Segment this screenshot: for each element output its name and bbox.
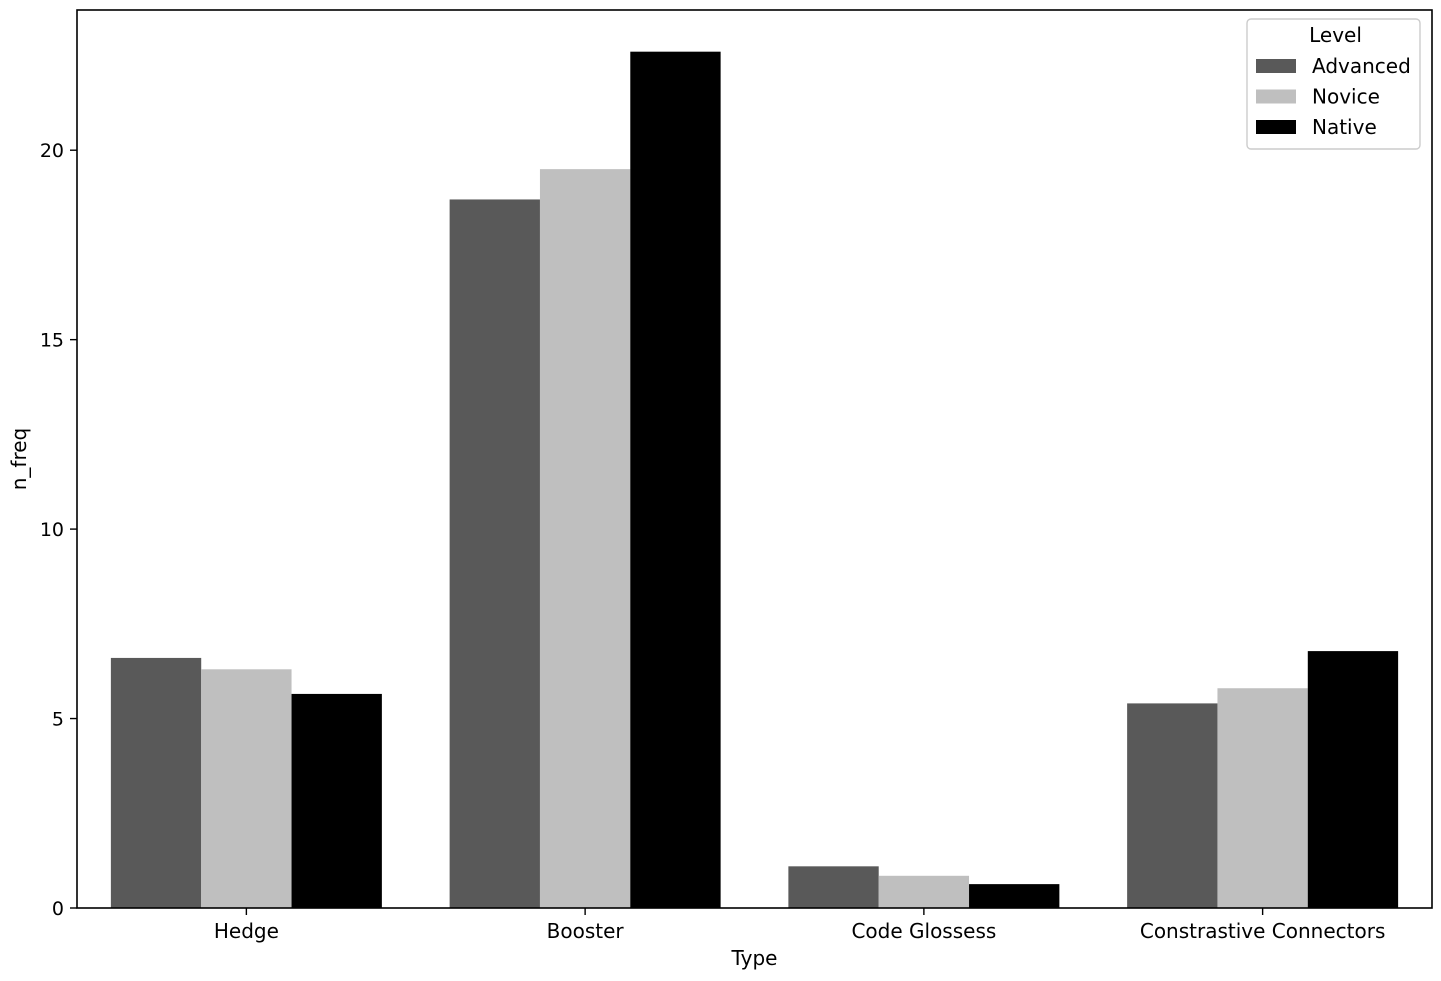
legend-items: Advanced Novice Native <box>1256 54 1411 139</box>
bars-layer <box>110 51 1399 909</box>
y-tick-label: 10 <box>40 519 64 541</box>
bar-novice-0 <box>201 669 292 908</box>
bar-advanced-2 <box>788 866 879 908</box>
legend-label-advanced: Advanced <box>1312 54 1411 78</box>
legend-label-novice: Novice <box>1312 85 1380 109</box>
bar-novice-3 <box>1217 688 1308 908</box>
x-axis-label: Type <box>731 946 778 970</box>
bar-advanced-0 <box>110 657 202 908</box>
bar-advanced-3 <box>1127 703 1218 908</box>
bar-native-3 <box>1307 651 1399 908</box>
bar-novice-1 <box>539 169 631 909</box>
x-tick-label: Booster <box>547 919 625 943</box>
legend-title: Level <box>1309 23 1362 47</box>
bar-advanced-1 <box>449 199 540 908</box>
legend: Level Advanced Novice Native <box>1246 18 1421 150</box>
y-tick-label: 5 <box>52 709 64 731</box>
bar-novice-2 <box>878 875 970 908</box>
x-tick-label: Code Glossess <box>851 919 996 943</box>
legend-swatch-native <box>1256 120 1296 134</box>
y-axis-label: n_freq <box>7 428 31 491</box>
y-tick-label: 20 <box>40 140 64 162</box>
bar-native-1 <box>630 51 721 909</box>
legend-swatch-advanced <box>1256 59 1296 73</box>
y-axis: 0 5 10 15 20 <box>40 140 77 920</box>
legend-swatch-novice <box>1256 89 1296 104</box>
x-axis: Hedge Booster Code Glossess Constrastive Co… <box>214 908 1386 943</box>
y-tick-label: 0 <box>52 898 64 920</box>
legend-box <box>1246 18 1421 150</box>
bar-native-0 <box>291 693 382 908</box>
x-tick-label: Hedge <box>214 919 279 943</box>
y-tick-label: 15 <box>40 330 64 352</box>
x-tick-label: Constrastive Connectors <box>1140 919 1386 943</box>
legend-label-native: Native <box>1312 115 1377 139</box>
bar-native-2 <box>969 884 1060 908</box>
plot-frame <box>76 9 1433 909</box>
